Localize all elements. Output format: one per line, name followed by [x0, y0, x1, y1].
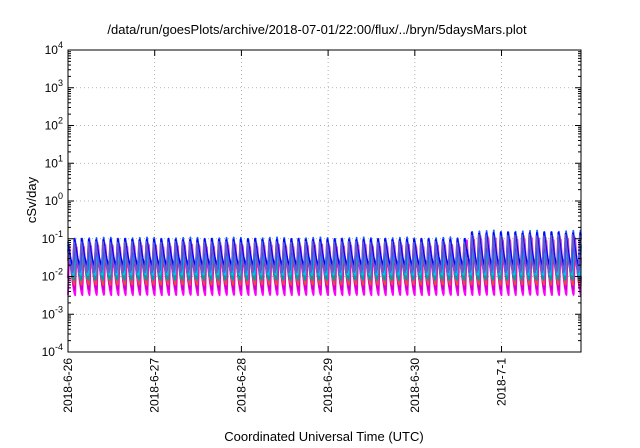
y-axis-label: cSv/day [24, 176, 39, 223]
grid [68, 50, 581, 352]
x-tick-label: 2018-6-29 [321, 358, 335, 413]
y-tick-label: 10-1 [42, 229, 63, 246]
y-tick-label: 104 [45, 40, 63, 57]
series-group [67, 229, 582, 297]
y-tick-label: 103 [45, 78, 63, 95]
x-tick-label: 2018-6-26 [61, 358, 75, 413]
x-axis-label: Coordinated Universal Time (UTC) [224, 429, 423, 444]
x-ticks: 2018-6-26 2018-6-27 2018-6-28 2018-6-29 2018… [61, 50, 509, 413]
y-ticks: 10-4 10-3 10-2 10-1 100 101 102 103 104 [42, 40, 581, 359]
x-tick-label: 2018-6-30 [408, 358, 422, 413]
y-tick-label: 101 [45, 153, 63, 170]
y-tick-label: 102 [45, 116, 63, 133]
y-tick-label: 10-3 [42, 304, 63, 321]
y-tick-label: 10-2 [42, 267, 63, 284]
y-tick-label: 100 [45, 191, 63, 208]
series-line-7 [67, 233, 582, 274]
x-tick-label: 2018-7-1 [495, 358, 509, 406]
y-tick-label: 10-4 [42, 342, 63, 359]
x-tick-label: 2018-6-27 [148, 358, 162, 413]
plot-frame [67, 49, 582, 353]
x-tick-label: 2018-6-28 [234, 358, 248, 413]
chart-title: /data/run/goesPlots/archive/2018-07-01/2… [107, 22, 527, 37]
